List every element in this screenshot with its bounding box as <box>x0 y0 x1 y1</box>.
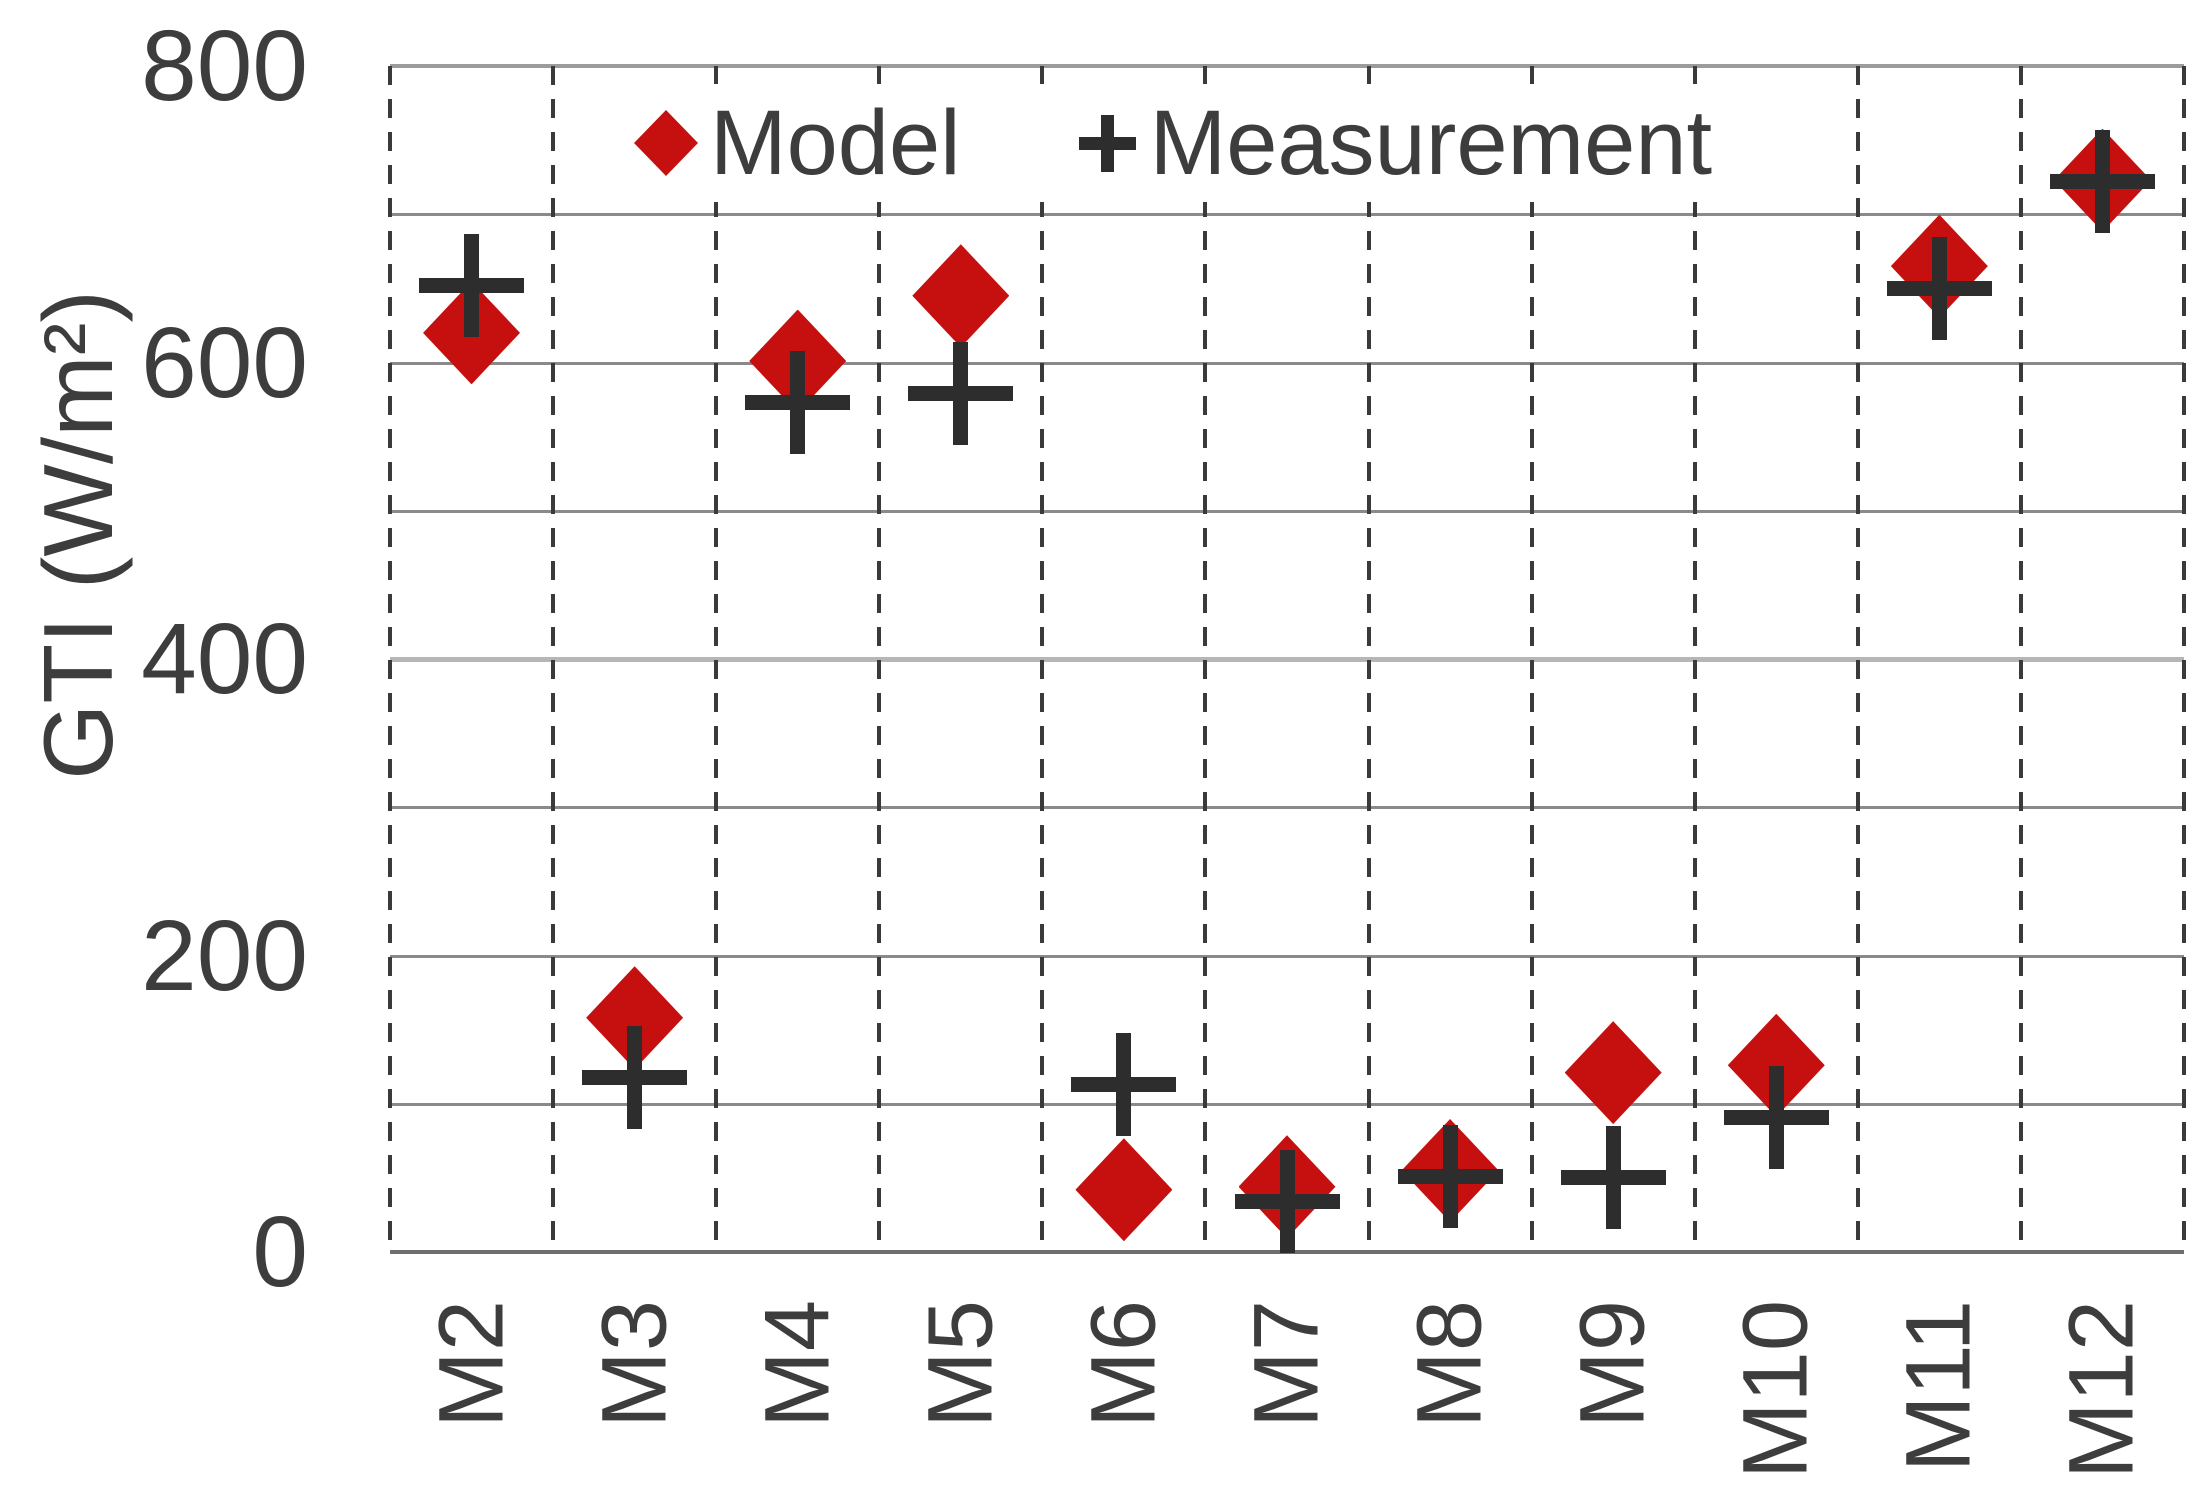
h-gridline-700 <box>390 213 2184 217</box>
y-tick-label-400: 400 <box>141 603 308 715</box>
x-label-m4: M4 <box>746 1300 849 1428</box>
v-gridline-4 <box>1040 66 1045 1252</box>
h-gridline-400 <box>390 657 2184 662</box>
x-label-m2: M2 <box>420 1300 523 1428</box>
v-gridline-6 <box>1366 66 1371 1252</box>
measurement-marker-m7 <box>1234 1150 1340 1254</box>
v-gridline-7 <box>1529 66 1534 1252</box>
measurement-marker-m2 <box>419 233 525 337</box>
measurement-marker-m8 <box>1397 1124 1503 1228</box>
model-marker-m5 <box>912 244 1010 348</box>
x-label-m10: M10 <box>1724 1300 1827 1479</box>
v-gridline-0 <box>388 66 392 1252</box>
model-marker-m6 <box>1075 1138 1173 1242</box>
measurement-marker-m3 <box>582 1025 688 1129</box>
v-gridline-1 <box>551 66 556 1252</box>
x-label-m11: M11 <box>1887 1300 1990 1473</box>
x-label-m8: M8 <box>1398 1300 1501 1428</box>
y-tick-label-0: 0 <box>252 1196 308 1308</box>
model-marker-m9 <box>1564 1021 1662 1125</box>
legend-label-measurement: Measurement <box>1149 91 1713 194</box>
h-gridline-300 <box>390 806 2184 810</box>
v-gridline-2 <box>714 66 719 1252</box>
measurement-marker-m5 <box>908 342 1014 446</box>
v-gridline-10 <box>2018 66 2023 1252</box>
model-diamond-icon <box>634 110 698 176</box>
legend-label-model: Model <box>710 91 961 194</box>
h-gridline-600 <box>390 361 2184 365</box>
x-label-m6: M6 <box>1072 1300 1175 1428</box>
measurement-plus-icon <box>1078 114 1136 172</box>
y-tick-label-600: 600 <box>141 306 308 419</box>
x-label-m7: M7 <box>1235 1300 1338 1428</box>
measurement-marker-m10 <box>1723 1065 1829 1169</box>
v-gridline-8 <box>1692 66 1697 1252</box>
measurement-marker-m6 <box>1071 1032 1177 1136</box>
x-label-m3: M3 <box>583 1300 686 1428</box>
h-gridline-200 <box>390 954 2184 958</box>
top-spine <box>390 64 2184 68</box>
h-gridline-500 <box>390 509 2184 513</box>
measurement-marker-m4 <box>745 351 851 455</box>
measurement-marker-m9 <box>1560 1126 1666 1230</box>
x-label-m12: M12 <box>2050 1300 2153 1479</box>
x-label-m9: M9 <box>1561 1300 1664 1428</box>
y-tick-label-200: 200 <box>141 899 308 1012</box>
legend: Model Measurement <box>612 84 1742 202</box>
measurement-marker-m12 <box>2049 130 2155 234</box>
v-gridline-11 <box>2182 66 2186 1252</box>
x-label-m5: M5 <box>909 1300 1012 1428</box>
h-gridline-100 <box>390 1102 2184 1106</box>
v-gridline-3 <box>877 66 882 1252</box>
measurement-marker-m11 <box>1886 236 1992 340</box>
v-gridline-5 <box>1203 66 1208 1252</box>
y-tick-label-800: 800 <box>141 10 308 122</box>
v-gridline-9 <box>1855 66 1860 1252</box>
